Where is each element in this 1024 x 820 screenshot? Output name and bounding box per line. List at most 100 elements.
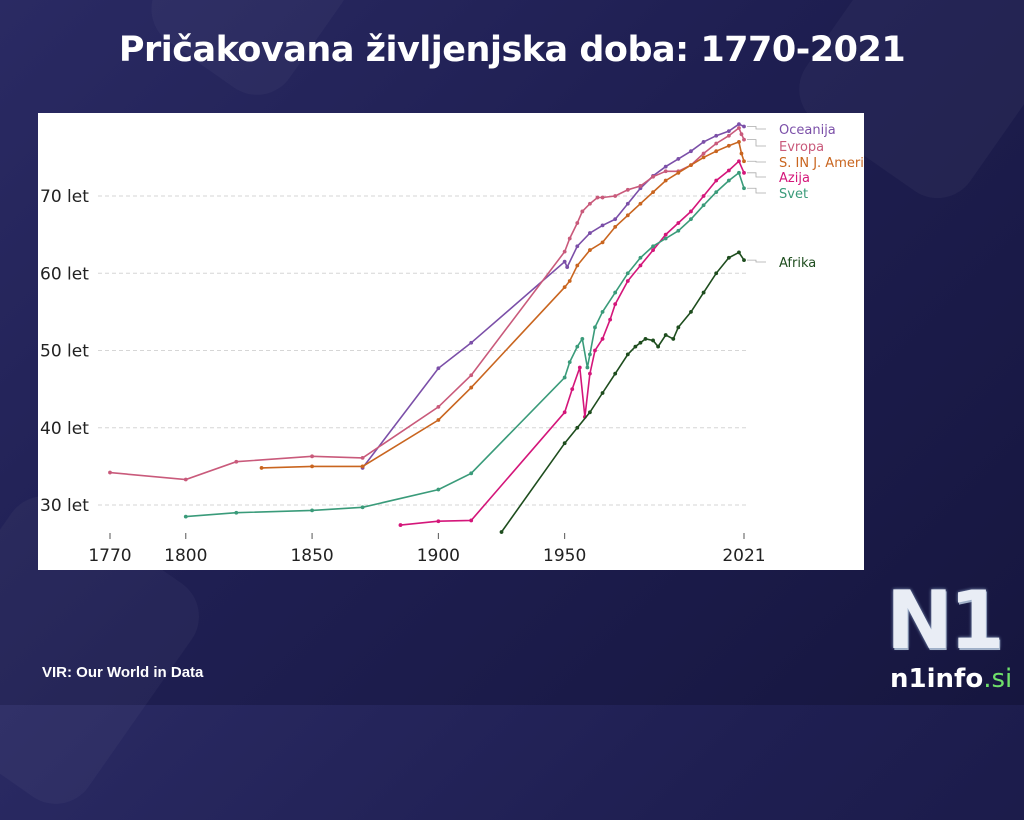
x-tick-label: 1850: [290, 546, 333, 566]
data-point: [600, 337, 605, 341]
x-tick-label: 1900: [417, 546, 460, 566]
data-point: [701, 290, 706, 295]
series-label: Oceanija: [779, 123, 836, 138]
data-point: [651, 248, 655, 252]
x-tick-label: 1950: [543, 546, 586, 566]
data-point: [739, 132, 744, 137]
chart-title: Pričakovana življenjska doba: 1770-2021: [118, 30, 906, 70]
data-point: [739, 151, 744, 156]
data-point: [585, 365, 590, 370]
data-point: [469, 385, 474, 390]
data-point: [714, 190, 719, 195]
data-point: [575, 344, 580, 349]
data-point: [593, 325, 597, 330]
data-point: [701, 140, 706, 144]
data-point: [562, 259, 567, 264]
data-point: [436, 519, 441, 524]
data-point: [689, 149, 693, 154]
data-point: [676, 325, 681, 330]
data-point: [398, 523, 403, 527]
series-line: [400, 159, 745, 526]
data-point: [737, 159, 741, 164]
data-point: [570, 387, 575, 392]
data-point: [580, 337, 585, 341]
data-point: [689, 209, 693, 214]
data-point: [567, 236, 572, 241]
data-point: [737, 250, 741, 255]
data-point: [613, 290, 618, 295]
data-point: [595, 195, 600, 200]
data-point: [633, 344, 638, 349]
data-point: [600, 223, 605, 228]
data-point: [577, 365, 582, 370]
label-leader: [747, 259, 766, 263]
data-point: [613, 225, 618, 229]
data-point: [436, 418, 441, 422]
data-point: [742, 137, 746, 142]
data-point: [588, 231, 592, 235]
series-afrika: [499, 250, 746, 534]
gridlines: [98, 195, 748, 506]
data-point: [588, 410, 592, 415]
data-point: [469, 373, 474, 378]
data-point: [310, 508, 314, 513]
data-point: [689, 217, 693, 222]
data-point: [310, 454, 314, 459]
series-label: Evropa: [779, 140, 824, 155]
data-point: [663, 232, 668, 237]
data-point: [234, 510, 239, 515]
data-point: [737, 170, 741, 175]
data-point: [701, 151, 706, 156]
data-point: [726, 178, 731, 183]
data-point: [663, 333, 668, 337]
data-point: [588, 201, 592, 206]
y-tick-label: 70 let: [40, 187, 89, 207]
data-point: [714, 133, 719, 138]
data-point: [567, 279, 572, 283]
data-point: [183, 477, 188, 482]
data-point: [726, 133, 731, 138]
data-point: [671, 337, 676, 341]
data-point: [625, 271, 630, 276]
data-point: [638, 201, 643, 206]
label-leader: [747, 187, 766, 194]
data-point: [742, 186, 746, 191]
data-point: [663, 178, 668, 183]
series-azija: [398, 159, 746, 527]
data-point: [259, 466, 264, 470]
data-point: [588, 371, 592, 376]
data-point: [108, 470, 112, 475]
data-point: [676, 170, 681, 175]
data-point: [575, 425, 580, 430]
data-point: [613, 217, 618, 222]
series-lines: [108, 122, 746, 534]
data-point: [565, 265, 570, 269]
life-expectancy-chart: 30 let 40 let 50 let 60 let 70 let 1770 1800 18…: [40, 122, 864, 566]
data-point: [575, 221, 580, 225]
data-point: [562, 375, 567, 380]
data-point: [469, 518, 474, 523]
data-point: [613, 194, 618, 198]
data-point: [651, 174, 655, 179]
data-point: [701, 155, 706, 160]
data-point: [567, 360, 572, 364]
data-point: [436, 404, 441, 409]
data-point: [714, 271, 719, 276]
data-point: [625, 352, 630, 357]
series-line: [500, 251, 745, 533]
data-point: [726, 168, 731, 173]
data-point: [663, 236, 668, 241]
series-label: Azija: [779, 171, 810, 186]
series-evropa: [108, 126, 746, 482]
data-point: [625, 201, 630, 206]
series-oceanija: [360, 122, 746, 470]
data-point: [742, 159, 746, 164]
data-point: [588, 248, 592, 252]
data-point: [638, 184, 643, 188]
label-leader: [747, 172, 766, 178]
data-point: [714, 149, 719, 154]
data-point: [360, 464, 365, 469]
data-point: [676, 221, 681, 225]
data-point: [638, 340, 643, 345]
data-point: [651, 338, 655, 343]
